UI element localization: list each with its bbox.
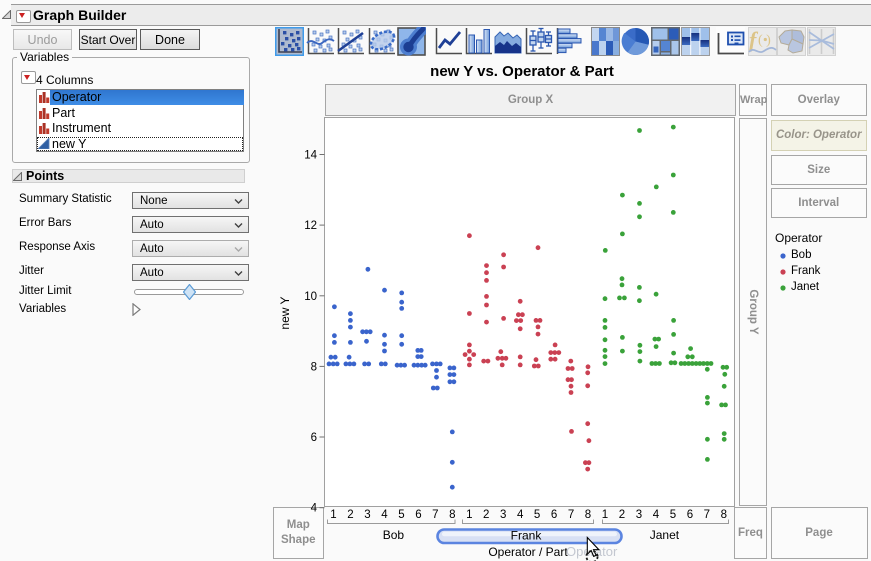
svg-text:8: 8 (721, 509, 727, 521)
svg-text:3: 3 (636, 509, 642, 521)
svg-text:5: 5 (398, 509, 404, 521)
svg-text:3: 3 (500, 509, 506, 521)
svg-text:Frank: Frank (511, 529, 543, 543)
svg-text:6: 6 (311, 432, 317, 444)
svg-text:2: 2 (619, 509, 625, 521)
svg-text:6: 6 (551, 509, 557, 521)
svg-text:10: 10 (304, 291, 317, 303)
svg-text:7: 7 (568, 509, 574, 521)
svg-text:3: 3 (364, 509, 370, 521)
svg-text:1: 1 (602, 509, 608, 521)
svg-text:7: 7 (432, 509, 438, 521)
svg-text:6: 6 (687, 509, 693, 521)
svg-text:1: 1 (466, 509, 472, 521)
svg-text:8: 8 (449, 509, 455, 521)
svg-text:Bob: Bob (383, 528, 405, 542)
svg-text:4: 4 (381, 509, 388, 521)
svg-text:8: 8 (311, 361, 317, 373)
svg-text:2: 2 (483, 509, 489, 521)
svg-text:14: 14 (304, 150, 317, 162)
svg-text:Janet: Janet (650, 528, 680, 542)
svg-text:f: f (749, 27, 759, 52)
svg-text:8: 8 (585, 509, 591, 521)
svg-text:6: 6 (415, 509, 421, 521)
svg-text:5: 5 (534, 509, 540, 521)
svg-text:4: 4 (653, 509, 660, 521)
svg-text:new Y: new Y (278, 296, 292, 329)
svg-text:Operator / Part: Operator / Part (488, 545, 568, 559)
svg-text:2: 2 (347, 509, 353, 521)
svg-text:7: 7 (704, 509, 710, 521)
svg-text:4: 4 (517, 509, 524, 521)
svg-text:Operator: Operator (566, 544, 618, 559)
svg-text:1: 1 (330, 509, 336, 521)
svg-text:12: 12 (304, 220, 317, 232)
svg-text:5: 5 (670, 509, 676, 521)
